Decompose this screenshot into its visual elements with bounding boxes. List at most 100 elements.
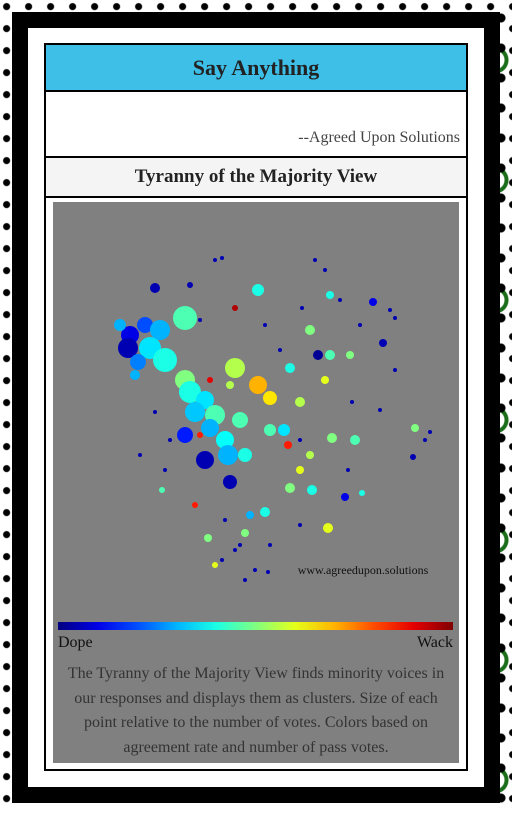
point	[350, 435, 360, 445]
point	[201, 419, 219, 437]
point	[323, 268, 327, 272]
point	[296, 466, 304, 474]
point	[223, 475, 237, 489]
point	[138, 453, 142, 457]
point	[249, 376, 267, 394]
point	[278, 348, 282, 352]
point	[150, 283, 160, 293]
point	[379, 339, 387, 347]
point	[179, 381, 201, 403]
point	[192, 502, 198, 508]
point	[298, 523, 302, 527]
point	[263, 391, 277, 405]
point	[393, 316, 397, 320]
point	[323, 523, 333, 533]
point	[306, 451, 314, 459]
point	[232, 305, 238, 311]
point	[378, 408, 382, 412]
point	[264, 424, 276, 436]
point	[150, 320, 170, 340]
point	[326, 291, 334, 299]
point	[137, 317, 153, 333]
point	[350, 400, 354, 404]
point	[321, 376, 329, 384]
point	[285, 483, 295, 493]
point	[220, 558, 224, 562]
point	[168, 438, 172, 442]
watermark: www.agreedupon.solutions	[298, 563, 429, 577]
point	[295, 397, 305, 407]
point	[411, 424, 419, 432]
point	[268, 543, 272, 547]
point	[204, 534, 212, 542]
point	[284, 441, 292, 449]
point	[159, 487, 165, 493]
point	[388, 308, 392, 312]
description: The Tyranny of the Majority View finds m…	[67, 665, 445, 756]
point	[313, 258, 317, 262]
point	[130, 354, 146, 370]
point	[423, 438, 427, 442]
point	[196, 451, 214, 469]
point	[225, 358, 245, 378]
point	[173, 306, 197, 330]
point	[218, 445, 238, 465]
point	[114, 319, 126, 331]
point	[252, 284, 264, 296]
point	[346, 351, 354, 359]
point	[213, 258, 217, 262]
point	[246, 511, 254, 519]
point	[238, 543, 242, 547]
point	[118, 338, 138, 358]
point	[197, 432, 203, 438]
chart-panel: www.agreedupon.solutions Dope Wack The T…	[53, 202, 459, 763]
point	[187, 282, 193, 288]
point	[393, 368, 397, 372]
point	[238, 448, 252, 462]
point	[266, 570, 270, 574]
colorbar-low-label: Dope	[58, 634, 93, 651]
point	[232, 412, 248, 428]
point	[207, 377, 213, 383]
point	[278, 424, 290, 436]
point	[198, 318, 202, 322]
colorbar-high-label: Wack	[417, 634, 453, 651]
point	[253, 568, 257, 572]
point	[285, 363, 295, 373]
colorbar	[58, 622, 453, 630]
point	[338, 298, 342, 302]
point	[163, 468, 167, 472]
point	[216, 431, 234, 449]
widget-title: Say Anything	[46, 45, 466, 92]
point	[313, 350, 323, 360]
point	[153, 410, 157, 414]
point	[130, 370, 140, 380]
point	[298, 438, 302, 442]
point	[300, 306, 304, 310]
point	[305, 325, 315, 335]
point	[233, 548, 237, 552]
chart: www.agreedupon.solutions Dope Wack	[58, 256, 453, 651]
point	[223, 518, 227, 522]
point	[212, 562, 218, 568]
point	[220, 256, 224, 260]
point	[153, 348, 177, 372]
point	[307, 485, 317, 495]
point	[243, 578, 247, 582]
point	[226, 381, 234, 389]
point	[185, 402, 205, 422]
point	[260, 507, 270, 517]
section-title: Tyranny of the Majority View	[46, 156, 466, 198]
point	[369, 298, 377, 306]
point	[359, 490, 365, 496]
point	[346, 468, 350, 472]
point	[341, 493, 349, 501]
point	[177, 427, 193, 443]
point	[327, 433, 337, 443]
quote-attribution: --Agreed Upon Solutions	[298, 129, 460, 146]
point	[358, 323, 362, 327]
point	[325, 350, 335, 360]
widget: Say Anything --Agreed Upon Solutions Tyr…	[44, 43, 468, 771]
point	[428, 430, 432, 434]
